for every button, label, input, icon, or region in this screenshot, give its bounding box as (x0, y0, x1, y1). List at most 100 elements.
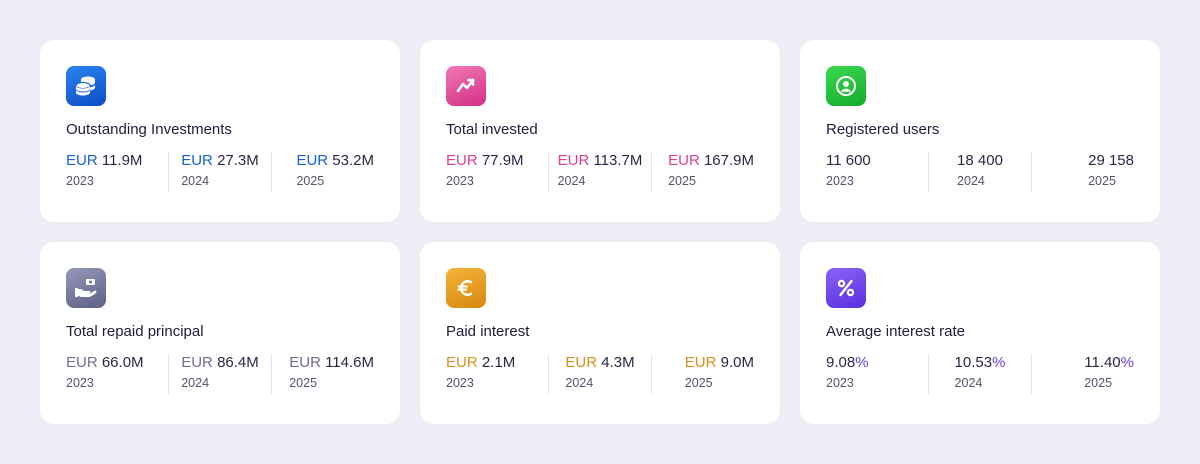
stat-2024: EUR 113.7M 2024 (558, 152, 643, 192)
percent-sign: % (1120, 354, 1134, 371)
year: 2023 (826, 376, 854, 390)
divider (271, 152, 272, 192)
percent-icon (826, 268, 866, 308)
year: 2024 (181, 376, 210, 390)
stat-2023: EUR 77.9M 2023 (446, 152, 524, 192)
currency: EUR (446, 354, 478, 371)
year: 2025 (1088, 174, 1116, 188)
user-circle-icon (826, 66, 866, 106)
card-title: Total invested (446, 121, 538, 138)
card-total-repaid-principal: Total repaid principal EUR 66.0M 2023 EU… (40, 242, 400, 424)
amount: 66.0M (101, 354, 144, 371)
divider (548, 354, 549, 394)
stat-2024: EUR 27.3M 2024 (181, 152, 259, 192)
amount: 86.4M (217, 354, 259, 371)
divider (271, 354, 272, 394)
currency: EUR (181, 354, 213, 371)
stat-2025: EUR 53.2M 2025 (296, 152, 374, 192)
stats-row: 11 600 2023 18 400 2024 29 158 2025 (826, 152, 1134, 192)
hand-money-icon (66, 268, 106, 308)
year: 2025 (1084, 376, 1113, 390)
stat-2023: EUR 66.0M 2023 (66, 354, 144, 394)
percent-sign: % (855, 354, 869, 371)
euro-icon (446, 268, 486, 308)
amount: 11 600 (826, 152, 871, 169)
stat-2024: EUR 4.3M 2024 (565, 354, 634, 394)
amount: 4.3M (601, 354, 635, 371)
year: 2023 (826, 174, 854, 188)
stat-2025: EUR 114.6M 2025 (289, 354, 374, 394)
currency: EUR (296, 152, 329, 169)
stats-row: EUR 77.9M 2023 EUR 113.7M 2024 EUR 167.9… (446, 152, 754, 192)
divider (651, 152, 652, 192)
amount: 9.0M (720, 354, 754, 371)
stat-2024: 18 400 2024 (957, 152, 1003, 192)
year: 2025 (668, 174, 696, 188)
card-average-interest-rate: Average interest rate 9.08% 2023 10.53% … (800, 242, 1160, 424)
year: 2023 (446, 376, 474, 390)
stat-2025: 29 158 2025 (1088, 152, 1134, 192)
currency: EUR (289, 354, 321, 371)
year: 2024 (557, 174, 586, 188)
stats-grid: Outstanding Investments EUR 11.9M 2023 E… (40, 40, 1160, 424)
card-outstanding-investments: Outstanding Investments EUR 11.9M 2023 E… (40, 40, 400, 222)
stats-row: EUR 11.9M 2023 EUR 27.3M 2024 EUR 53.2M … (66, 152, 374, 192)
year: 2025 (296, 174, 325, 188)
amount: 10.53 (954, 354, 993, 371)
currency: EUR (557, 152, 590, 169)
amount: 114.6M (325, 354, 374, 371)
currency: EUR (66, 354, 98, 371)
amount: 18 400 (957, 152, 1003, 169)
stat-2025: EUR 9.0M 2025 (685, 354, 754, 394)
trend-up-icon (446, 66, 486, 106)
card-registered-users: Registered users 11 600 2023 18 400 2024… (800, 40, 1160, 222)
currency: EUR (446, 152, 478, 169)
divider (548, 152, 549, 192)
card-total-invested: Total invested EUR 77.9M 2023 EUR 113.7M… (420, 40, 780, 222)
currency: EUR (565, 354, 598, 371)
stats-row: EUR 2.1M 2023 EUR 4.3M 2024 EUR 9.0M 202… (446, 354, 754, 394)
stat-2024: EUR 86.4M 2024 (181, 354, 259, 394)
amount: 29 158 (1088, 152, 1134, 169)
card-title: Registered users (826, 121, 940, 138)
year: 2025 (684, 376, 713, 390)
amount: 77.9M (481, 152, 524, 169)
year: 2024 (954, 376, 983, 390)
stats-row: 9.08% 2023 10.53% 2024 11.40% 2025 (826, 354, 1134, 394)
stat-2024: 10.53% 2024 (955, 354, 1006, 394)
divider (651, 354, 652, 394)
currency: EUR (181, 152, 213, 169)
year: 2024 (181, 174, 210, 188)
percent-sign: % (992, 354, 1006, 371)
stat-2023: EUR 11.9M 2023 (66, 152, 142, 192)
divider (168, 152, 169, 192)
divider (168, 354, 169, 394)
stats-row: EUR 66.0M 2023 EUR 86.4M 2024 EUR 114.6M… (66, 354, 374, 394)
stat-2023: 11 600 2023 (826, 152, 871, 192)
year: 2023 (446, 174, 474, 188)
year: 2023 (66, 174, 94, 188)
currency: EUR (66, 152, 98, 169)
year: 2024 (565, 376, 594, 390)
amount: 9.08 (826, 354, 856, 371)
amount: 27.3M (217, 152, 259, 169)
year: 2025 (289, 376, 318, 390)
card-paid-interest: Paid interest EUR 2.1M 2023 EUR 4.3M 202… (420, 242, 780, 424)
year: 2023 (66, 376, 94, 390)
amount: 113.7M (593, 152, 643, 169)
year: 2024 (957, 174, 985, 188)
divider (928, 152, 929, 192)
divider (928, 354, 929, 394)
amount: 167.9M (703, 152, 754, 169)
card-title: Total repaid principal (66, 323, 204, 340)
stat-2023: 9.08% 2023 (826, 354, 869, 394)
divider (1031, 354, 1032, 394)
amount: 53.2M (332, 152, 374, 169)
card-title: Average interest rate (826, 323, 965, 340)
currency: EUR (684, 354, 717, 371)
amount: 2.1M (481, 354, 516, 371)
amount: 11.9M (101, 152, 143, 169)
stat-2025: EUR 167.9M 2025 (668, 152, 754, 192)
coins-stack-icon (66, 66, 106, 106)
card-title: Outstanding Investments (66, 121, 232, 138)
